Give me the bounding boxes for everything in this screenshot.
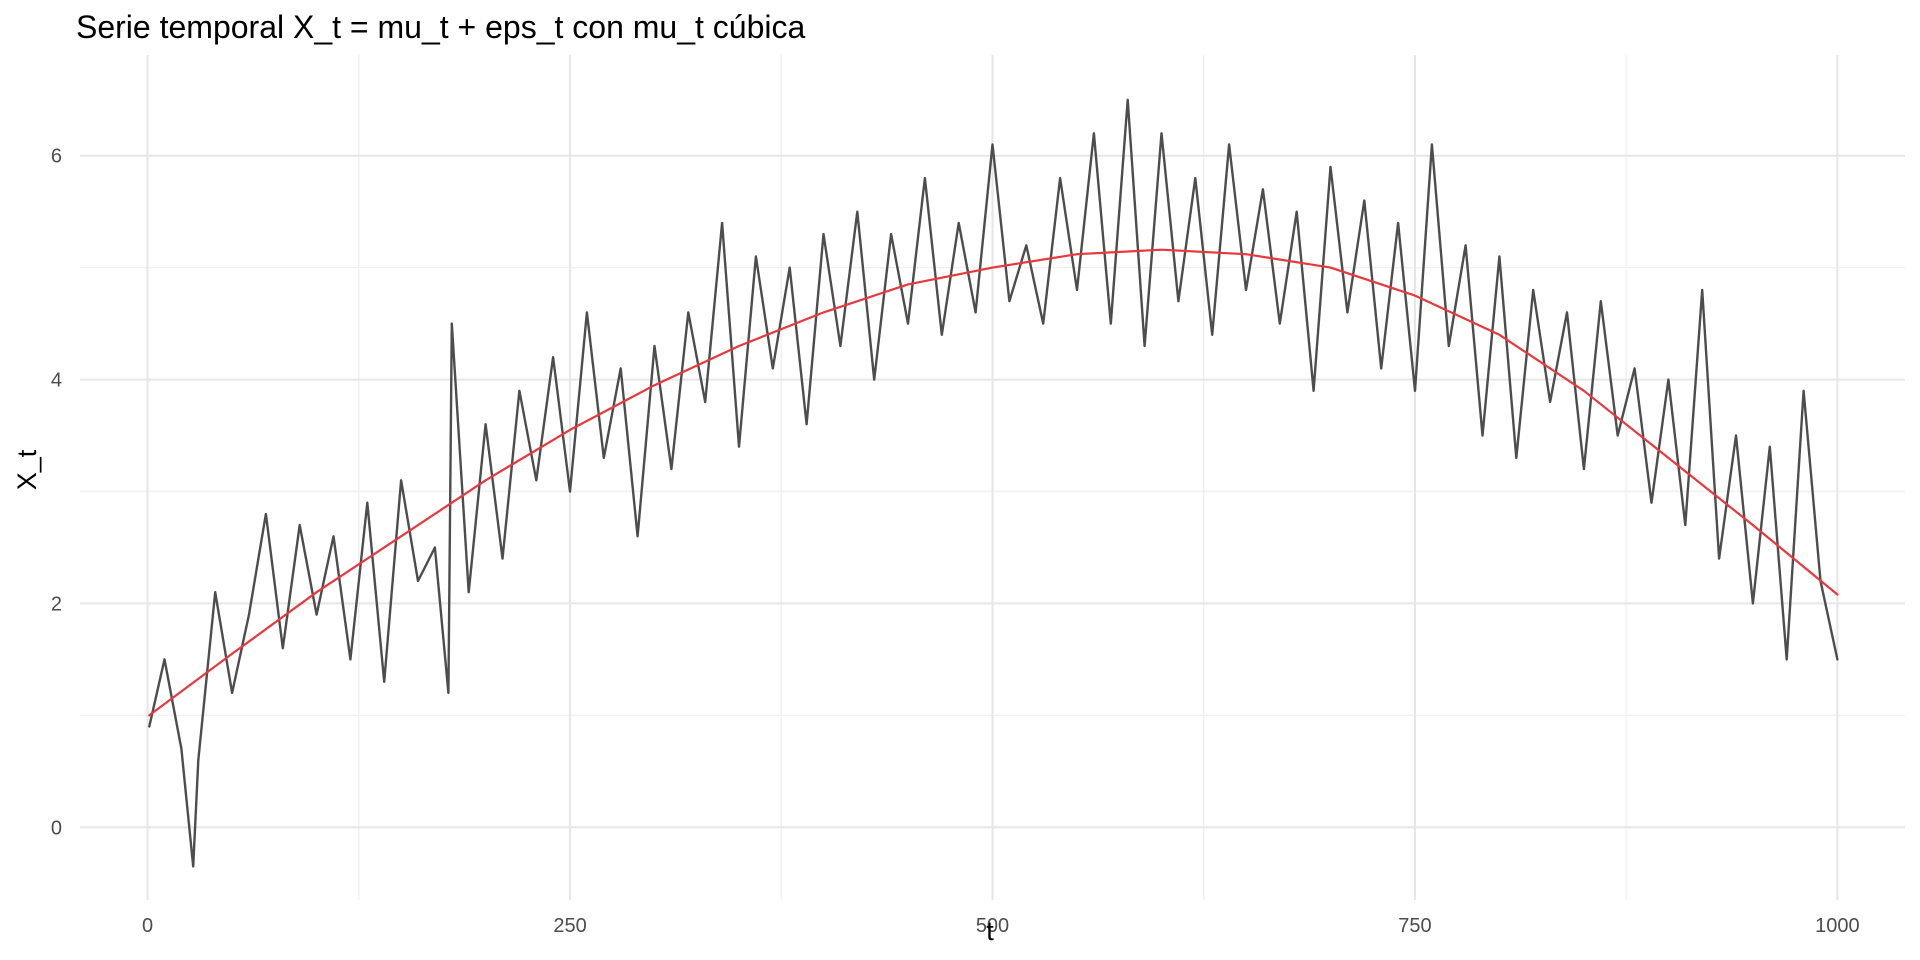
grid bbox=[80, 55, 1905, 900]
x-tick-label: 250 bbox=[553, 915, 586, 937]
y-axis-title: X_t bbox=[12, 449, 42, 490]
chart-title: Serie temporal X_t = mu_t + eps_t con mu… bbox=[76, 9, 805, 45]
x-tick-label: 500 bbox=[976, 915, 1009, 937]
y-tick-label: 6 bbox=[51, 146, 62, 168]
y-tick-label: 4 bbox=[51, 370, 62, 392]
y-tick-label: 0 bbox=[51, 817, 62, 839]
trend-line bbox=[148, 248, 1839, 717]
series-layer bbox=[148, 98, 1839, 868]
y-tick-label: 2 bbox=[51, 593, 62, 615]
observed-series-line bbox=[148, 98, 1839, 868]
ticks: 0 250 500 750 1000 0 2 4 6 bbox=[51, 146, 1860, 937]
x-tick-label: 750 bbox=[1398, 915, 1431, 937]
x-axis-title: t bbox=[986, 916, 994, 946]
x-tick-label: 1000 bbox=[1815, 915, 1860, 937]
x-tick-label: 0 bbox=[142, 915, 153, 937]
